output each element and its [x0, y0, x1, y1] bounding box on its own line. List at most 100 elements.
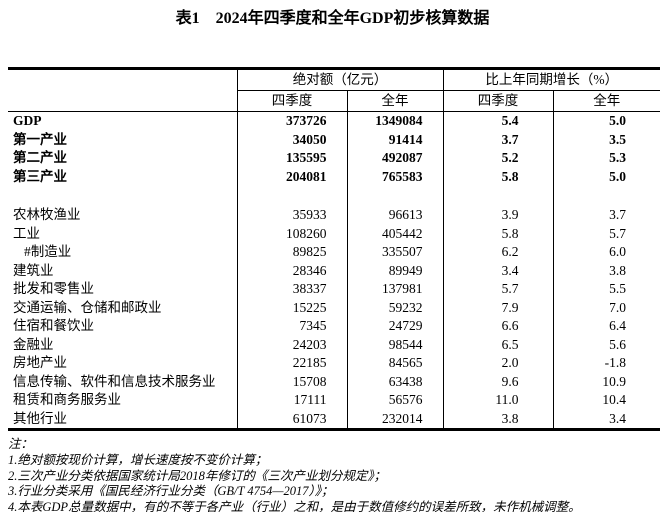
header-yoy-growth: 比上年同期增长（%） — [442, 68, 660, 91]
table-row: 租赁和商务服务业 17111 56576 11.0 10.4 — [8, 391, 660, 410]
row-label: 租赁和商务服务业 — [13, 392, 121, 407]
cell-growth-year: 3.8 — [552, 261, 660, 280]
row-label: 工业 — [13, 225, 40, 241]
table-row: GDP 373726 1349084 5.4 5.0 — [8, 111, 660, 131]
table-row: 建筑业 28346 89949 3.4 3.8 — [8, 261, 660, 280]
table-row: 第三产业 204081 765583 5.8 5.0 — [8, 167, 660, 186]
notes: 注： 1.绝对额按现价计算，增长速度按不变价计算； 2.三次产业分类依据国家统计… — [8, 437, 665, 512]
cell-growth-q4: 11.0 — [442, 391, 553, 410]
cell-growth-year: 5.5 — [552, 280, 660, 299]
cell-growth-q4: 3.4 — [442, 261, 553, 280]
table-row: #制造业 89825 335507 6.2 6.0 — [8, 243, 660, 262]
cell-growth-q4: 5.2 — [442, 149, 553, 168]
cell-abs-year: 89949 — [346, 261, 443, 280]
table-row: 其他行业 61073 232014 3.8 3.4 — [8, 409, 660, 430]
table-row: 第一产业 34050 91414 3.7 3.5 — [8, 130, 660, 149]
row-label: 房地产业 — [13, 355, 67, 370]
cell-growth-q4: 5.8 — [442, 224, 553, 243]
subheader-growth-q4: 四季度 — [442, 90, 553, 112]
table-row: 住宿和餐饮业 7345 24729 6.6 6.4 — [8, 317, 660, 336]
cell-growth-q4: 3.9 — [442, 206, 553, 225]
cell-growth-year: 5.7 — [552, 224, 660, 243]
cell-abs-q4: 89825 — [236, 243, 347, 262]
cell-abs-year: 405442 — [346, 224, 443, 243]
cell-growth-year: 10.4 — [552, 391, 660, 410]
cell-growth-year: 5.6 — [552, 335, 660, 354]
row-label: GDP — [13, 113, 42, 128]
cell-growth-q4: 9.6 — [442, 372, 553, 391]
cell-abs-year: 1349084 — [346, 111, 443, 131]
cell-abs-year: 96613 — [346, 206, 443, 225]
table-row: 农林牧渔业 35933 96613 3.9 3.7 — [8, 206, 660, 225]
spacer-row — [8, 186, 660, 206]
note-line: 1.绝对额按现价计算，增长速度按不变价计算； — [8, 452, 268, 467]
row-label: 第二产业 — [13, 150, 67, 165]
cell-abs-year: 765583 — [346, 167, 443, 186]
cell-growth-year: 6.0 — [552, 243, 660, 262]
cell-growth-q4: 5.7 — [442, 280, 553, 299]
note-line: 2.三次产业分类依据国家统计局2018年修订的《三次产业划分规定》； — [8, 468, 387, 483]
subheader-growth-year: 全年 — [552, 90, 660, 112]
row-label: 第一产业 — [13, 131, 67, 147]
note-line: 注： — [8, 437, 34, 451]
header-row-groups: 绝对额（亿元） 比上年同期增长（%） — [8, 68, 660, 112]
row-label: 住宿和餐饮业 — [13, 318, 94, 333]
cell-growth-year: 3.4 — [552, 409, 660, 430]
cell-abs-q4: 108260 — [236, 224, 347, 243]
cell-abs-q4: 17111 — [236, 391, 347, 410]
cell-abs-q4: 28346 — [236, 261, 347, 280]
row-label: 其他行业 — [13, 410, 67, 426]
header-row-periods: 四季度 全年 四季度 全年 — [8, 90, 660, 112]
cell-abs-q4: 22185 — [236, 354, 347, 373]
cell-growth-q4: 3.8 — [442, 409, 553, 430]
note-line: 3.行业分类采用《国民经济行业分类（GB/T 4754—2017）》； — [8, 484, 334, 499]
cell-growth-year: 5.3 — [552, 149, 660, 168]
row-label: 信息传输、软件和信息技术服务业 — [13, 373, 216, 389]
cell-abs-year: 63438 — [346, 372, 443, 391]
table-row: 房地产业 22185 84565 2.0 -1.8 — [8, 354, 660, 373]
cell-abs-year: 91414 — [346, 130, 443, 149]
table-row: 批发和零售业 38337 137981 5.7 5.5 — [8, 280, 660, 299]
row-label: 建筑业 — [13, 262, 54, 278]
cell-abs-year: 232014 — [346, 409, 443, 430]
cell-growth-year: 3.5 — [552, 130, 660, 149]
table-title: 表1 2024年四季度和全年GDP初步核算数据 — [175, 10, 490, 27]
cell-abs-q4: 24203 — [236, 335, 347, 354]
cell-growth-year: 10.9 — [552, 372, 660, 391]
cell-abs-year: 84565 — [346, 354, 443, 373]
table-row: 交通运输、仓储和邮政业 15225 59232 7.9 7.0 — [8, 298, 660, 317]
cell-growth-q4: 5.4 — [442, 111, 553, 131]
cell-abs-year: 56576 — [346, 391, 443, 410]
cell-abs-year: 24729 — [346, 317, 443, 336]
cell-abs-q4: 135595 — [236, 149, 347, 168]
cell-growth-q4: 6.2 — [442, 243, 553, 262]
row-label: 金融业 — [13, 336, 54, 352]
cell-growth-q4: 6.6 — [442, 317, 553, 336]
cell-abs-q4: 373726 — [236, 111, 347, 131]
subheader-abs-q4: 四季度 — [236, 90, 347, 112]
cell-growth-year: -1.8 — [552, 354, 660, 373]
table-row: 工业 108260 405442 5.8 5.7 — [8, 224, 660, 243]
cell-abs-year: 335507 — [346, 243, 443, 262]
row-label: 批发和零售业 — [13, 281, 94, 296]
cell-abs-year: 59232 — [346, 298, 443, 317]
cell-growth-year: 3.7 — [552, 206, 660, 225]
row-label: 交通运输、仓储和邮政业 — [13, 299, 162, 315]
cell-growth-q4: 3.7 — [442, 130, 553, 149]
table-row: 信息传输、软件和信息技术服务业 15708 63438 9.6 10.9 — [8, 372, 660, 391]
cell-abs-q4: 15225 — [236, 298, 347, 317]
header-indicator-cell — [8, 68, 237, 112]
cell-abs-q4: 204081 — [236, 167, 347, 186]
row-label: 农林牧渔业 — [13, 207, 81, 222]
cell-abs-q4: 38337 — [236, 280, 347, 299]
table-row: 金融业 24203 98544 6.5 5.6 — [8, 335, 660, 354]
cell-abs-q4: 61073 — [236, 409, 347, 430]
cell-growth-year: 5.0 — [552, 167, 660, 186]
cell-growth-q4: 2.0 — [442, 354, 553, 373]
note-line: 4.本表GDP总量数据中，有的不等于各产业（行业）之和，是由于数值修约的误差所致… — [8, 500, 581, 512]
cell-abs-q4: 7345 — [236, 317, 347, 336]
row-label: #制造业 — [24, 244, 72, 259]
cell-growth-q4: 5.8 — [442, 167, 553, 186]
cell-abs-q4: 34050 — [236, 130, 347, 149]
